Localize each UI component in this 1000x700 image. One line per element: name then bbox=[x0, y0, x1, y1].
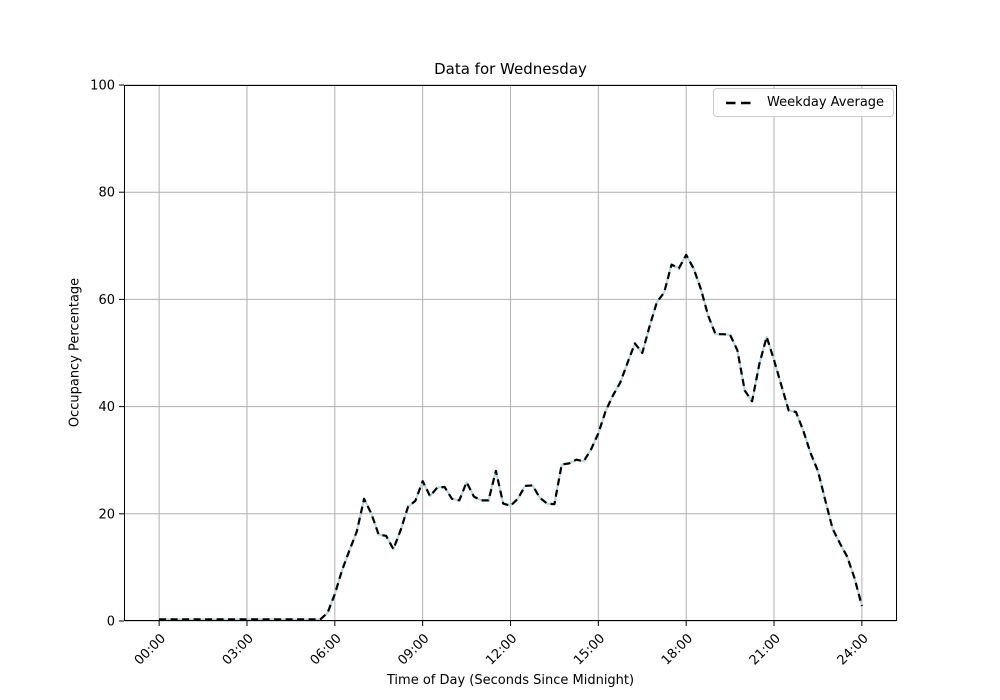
y-tick-label: 60 bbox=[98, 293, 115, 308]
x-tick-label: 09:00 bbox=[395, 631, 432, 668]
legend-dashed-line-sample bbox=[726, 101, 756, 104]
y-axis-label: Occupancy Percentage bbox=[67, 277, 83, 428]
x-tick-label: 12:00 bbox=[483, 631, 520, 668]
x-tick-label: 00:00 bbox=[132, 631, 169, 668]
chart-title: Data for Wednesday bbox=[434, 60, 587, 78]
y-tick-label: 80 bbox=[98, 186, 115, 201]
legend-label: Weekday Average bbox=[767, 95, 885, 110]
x-tick-label: 03:00 bbox=[220, 631, 257, 668]
y-tick-label: 100 bbox=[90, 79, 115, 94]
x-tick-label: 21:00 bbox=[747, 631, 784, 668]
x-axis-label: Time of Day (Seconds Since Midnight) bbox=[386, 673, 635, 688]
grid-lines bbox=[124, 84, 897, 622]
tick-labels: 00:00 03:00 06:00 09:00 12:00 15:00 18:00 21:00… bbox=[90, 79, 872, 669]
x-tick-label: 18:00 bbox=[659, 631, 696, 668]
x-tick-label: 15:00 bbox=[571, 631, 608, 668]
plot-border bbox=[124, 85, 897, 621]
y-tick-label: 20 bbox=[98, 507, 115, 522]
x-tick-label: 24:00 bbox=[835, 631, 872, 668]
y-tick-label: 0 bbox=[107, 615, 115, 630]
weekday-average-line bbox=[159, 253, 863, 621]
x-tick-label: 06:00 bbox=[308, 631, 345, 668]
axis-ticks bbox=[119, 84, 863, 626]
legend: Weekday Average bbox=[713, 88, 894, 117]
y-tick-label: 40 bbox=[98, 400, 115, 415]
